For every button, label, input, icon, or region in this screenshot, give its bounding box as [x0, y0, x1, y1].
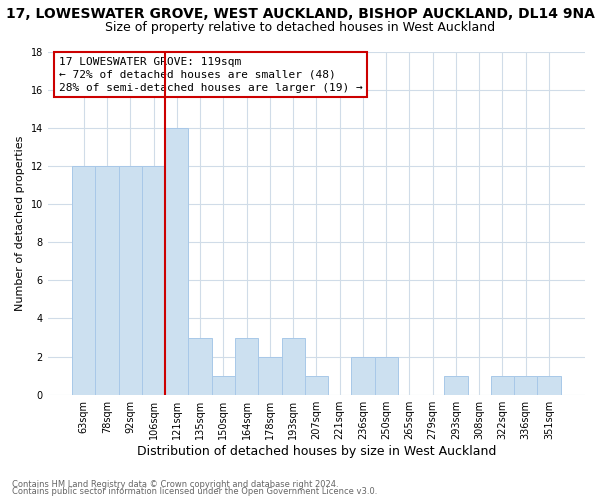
Text: Contains public sector information licensed under the Open Government Licence v3: Contains public sector information licen…: [12, 488, 377, 496]
Bar: [491, 376, 514, 394]
Bar: [165, 128, 188, 394]
Bar: [212, 376, 235, 394]
Bar: [142, 166, 165, 394]
Bar: [281, 338, 305, 394]
Text: 17, LOWESWATER GROVE, WEST AUCKLAND, BISHOP AUCKLAND, DL14 9NA: 17, LOWESWATER GROVE, WEST AUCKLAND, BIS…: [5, 8, 595, 22]
Bar: [72, 166, 95, 394]
Y-axis label: Number of detached properties: Number of detached properties: [15, 136, 25, 311]
X-axis label: Distribution of detached houses by size in West Auckland: Distribution of detached houses by size …: [137, 444, 496, 458]
Text: 17 LOWESWATER GROVE: 119sqm
← 72% of detached houses are smaller (48)
28% of sem: 17 LOWESWATER GROVE: 119sqm ← 72% of det…: [59, 56, 362, 93]
Bar: [119, 166, 142, 394]
Text: Size of property relative to detached houses in West Auckland: Size of property relative to detached ho…: [105, 21, 495, 34]
Bar: [188, 338, 212, 394]
Bar: [305, 376, 328, 394]
Bar: [95, 166, 119, 394]
Bar: [514, 376, 538, 394]
Bar: [445, 376, 467, 394]
Text: Contains HM Land Registry data © Crown copyright and database right 2024.: Contains HM Land Registry data © Crown c…: [12, 480, 338, 489]
Bar: [235, 338, 258, 394]
Bar: [351, 356, 374, 395]
Bar: [258, 356, 281, 395]
Bar: [538, 376, 560, 394]
Bar: [374, 356, 398, 395]
